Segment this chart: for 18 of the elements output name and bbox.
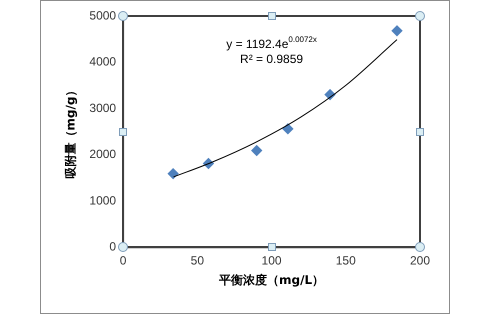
y-axis-title: 吸附量（mg/g）	[63, 84, 78, 179]
x-tick-label: 100	[262, 254, 282, 268]
x-tick-label: 150	[336, 254, 356, 268]
annotation: R² = 0.9859	[240, 52, 304, 66]
x-tick-label: 50	[190, 254, 204, 268]
y-tick-label: 3000	[89, 100, 116, 115]
x-tick-label: 200	[410, 254, 430, 268]
y-tick-label: 1000	[89, 193, 116, 208]
point	[168, 168, 179, 180]
point	[251, 145, 262, 156]
x-tick-label: 0	[120, 254, 127, 268]
point	[391, 25, 402, 36]
y-tick-label: 2000	[89, 147, 116, 162]
point	[282, 123, 294, 134]
y-tick-label: 4000	[89, 54, 116, 69]
y-tick-label: 0	[109, 240, 116, 254]
y-tick-label: 5000	[89, 8, 116, 22]
x-axis-title: 平衡浓度（mg/L）	[218, 272, 324, 287]
